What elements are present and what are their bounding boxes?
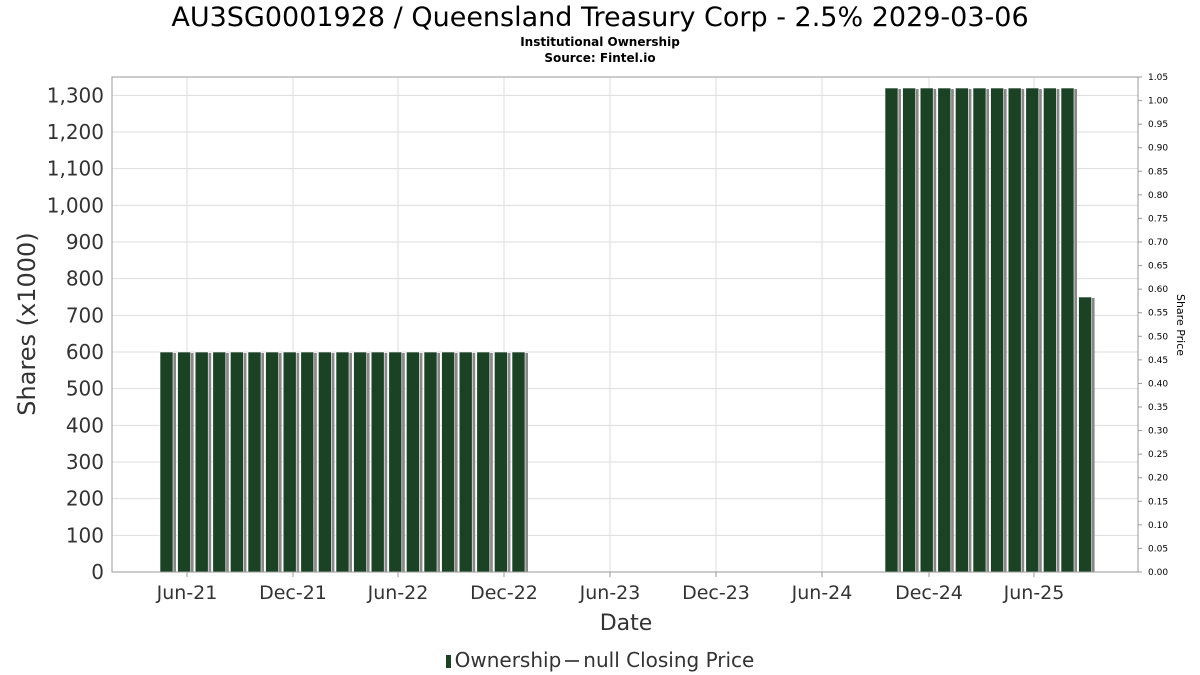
bar (902, 87, 916, 573)
y2-tick-label: 0.00 (1148, 568, 1168, 578)
x-tick-label: Jun-24 (791, 582, 853, 604)
bar (1025, 87, 1040, 573)
y-tick-label: 300 (66, 450, 104, 474)
bar (494, 351, 508, 573)
x-tick-label: Dec-23 (682, 582, 750, 604)
bar (247, 351, 262, 573)
x-tick-label: Dec-21 (259, 582, 327, 604)
y2-tick-label: 0.50 (1148, 332, 1168, 342)
y2-tick-label: 0.30 (1148, 427, 1168, 437)
y2-tick-label: 0.90 (1148, 144, 1168, 154)
x-tick-label: Jun-25 (1003, 582, 1065, 604)
y-tick-label: 800 (66, 267, 104, 291)
y-tick-label: 500 (66, 377, 104, 401)
y-tick-label: 1,200 (47, 120, 104, 144)
y2-tick-label: 0.15 (1148, 497, 1168, 507)
bar (177, 351, 191, 573)
bar (335, 351, 350, 573)
y2-tick-label: 0.75 (1148, 214, 1168, 224)
y2-tick-label: 0.25 (1148, 450, 1168, 460)
y2-tick-label: 0.45 (1148, 356, 1168, 366)
bar-series (159, 87, 1095, 573)
bar (1043, 87, 1057, 573)
y-tick-label: 1,300 (47, 83, 104, 107)
y2-tick-label: 0.85 (1148, 167, 1168, 177)
chart-title: AU3SG0001928 / Queensland Treasury Corp … (171, 2, 1029, 33)
y2-tick-label: 0.20 (1148, 474, 1168, 484)
legend-closing-price: null Closing Price (583, 648, 755, 672)
y2-axis-label: Share Price (1174, 294, 1187, 356)
bar (919, 87, 934, 573)
y-tick-label: 700 (66, 303, 104, 327)
plot-frame (111, 76, 1139, 573)
y-tick-label: 0 (91, 560, 104, 584)
bar (230, 351, 244, 573)
y-tick-label: 1,100 (47, 157, 104, 181)
x-tick-label: Dec-24 (895, 582, 963, 604)
y2-tick-label: 0.80 (1148, 191, 1168, 201)
bar (353, 351, 367, 573)
axes: 0 100 200 300 400 500 600 700 800 900 1,000 1,100 1,… (13, 73, 1187, 636)
y2-tick-label: 0.60 (1148, 285, 1168, 295)
ownership-swatch-icon (445, 655, 451, 668)
y-tick-label: 600 (66, 340, 104, 364)
bar (406, 351, 420, 573)
bar (937, 87, 952, 573)
bar (300, 351, 315, 573)
bar (990, 87, 1004, 573)
x-tick-label: Jun-23 (579, 582, 641, 604)
bar (265, 351, 279, 573)
x-axis-label: Date (600, 611, 653, 636)
y-tick-label: 400 (66, 413, 104, 437)
bar (159, 351, 174, 573)
bar (1007, 87, 1022, 573)
bar (423, 351, 438, 573)
bar (282, 351, 297, 573)
bar (1060, 87, 1075, 573)
y2-tick-label: 0.70 (1148, 238, 1168, 248)
y2-tick-label: 0.65 (1148, 262, 1168, 272)
y2-tick-label: 1.00 (1148, 97, 1168, 107)
x-tick-label: Jun-21 (156, 582, 218, 604)
legend-ownership: Ownership (454, 648, 562, 672)
x-tick-label: Jun-22 (367, 582, 429, 604)
bar (441, 351, 455, 573)
closing-price-line-icon (565, 660, 580, 662)
y2-tick-label: 0.55 (1148, 309, 1168, 319)
chart-source: Source: Fintel.io (544, 51, 656, 65)
y-tick-label: 900 (66, 230, 104, 254)
y2-tick-label: 0.35 (1148, 403, 1168, 413)
bar (318, 351, 332, 573)
bar (955, 87, 969, 573)
legend: Ownership null Closing Price (0, 648, 1200, 672)
y2-tick-label: 0.05 (1148, 544, 1168, 554)
y-tick-label: 100 (66, 523, 104, 547)
y-tick-label: 200 (66, 487, 104, 511)
bar (388, 351, 403, 573)
y-axis-label: Shares (x1000) (13, 232, 41, 415)
bar (458, 351, 473, 573)
bar (1078, 296, 1092, 573)
y2-tick-label: 0.95 (1148, 120, 1168, 130)
y2-tick-label: 1.05 (1148, 73, 1168, 83)
x-tick-label: Dec-22 (470, 582, 538, 604)
y-tick-label: 1,000 (47, 193, 104, 217)
y2-tick-label: 0.40 (1148, 379, 1168, 389)
bar (476, 351, 491, 573)
bar (194, 351, 209, 573)
bar (370, 351, 385, 573)
bar (511, 351, 526, 573)
bar (884, 87, 899, 573)
bar (212, 351, 227, 573)
chart-subtitle: Institutional Ownership (520, 35, 680, 49)
y2-tick-label: 0.10 (1148, 521, 1168, 531)
bar (972, 87, 987, 573)
